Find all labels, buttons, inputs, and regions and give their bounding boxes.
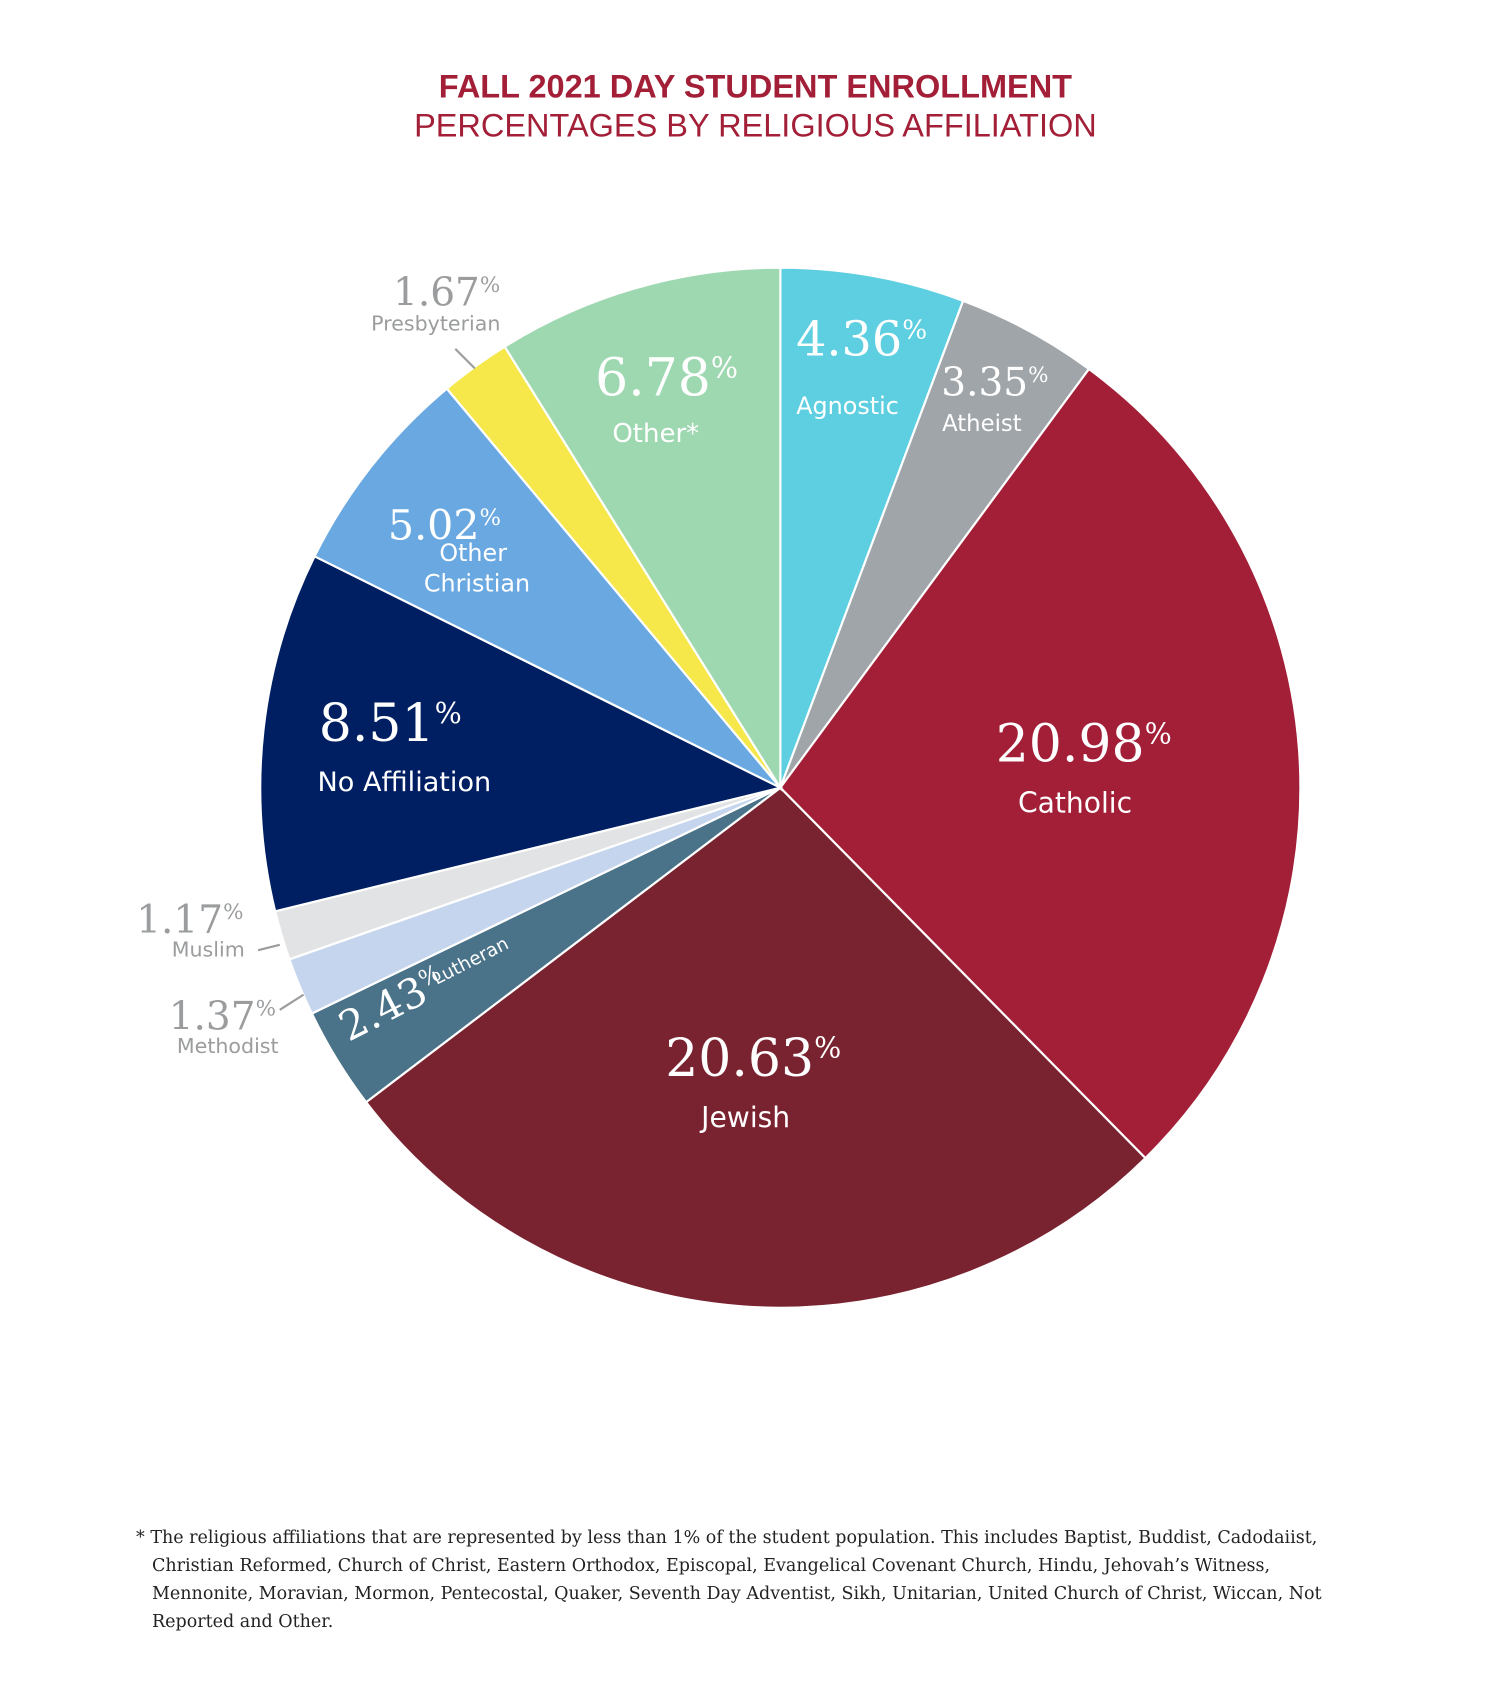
category-label: Other* — [612, 419, 699, 449]
value-label: 20.63% — [665, 1029, 841, 1089]
slice-label: 20.63% Jewish — [665, 1029, 841, 1134]
slice-label: 3.35% Atheist — [941, 360, 1048, 437]
category-label: Other Christian — [424, 539, 530, 597]
footnote: * The religious affiliations that are re… — [136, 1528, 1322, 1632]
value-label: 5.02% — [388, 502, 501, 550]
value-label: 4.36% — [796, 312, 927, 367]
leader-line — [454, 348, 476, 370]
slice-label: 6.78% Other* — [595, 348, 738, 449]
category-label: Methodist — [177, 1034, 279, 1058]
chart-title: FALL 2021 DAY STUDENT ENROLLMENT — [439, 69, 1072, 105]
value-label: 20.98% — [996, 715, 1172, 775]
category-label: Agnostic — [796, 392, 899, 420]
slice-label: 1.17%Muslim — [136, 898, 245, 962]
slice-label: 5.02%Other Christian — [388, 502, 530, 598]
value-label: 3.35% — [941, 360, 1048, 405]
slice-label: 8.51% No Affiliation — [318, 694, 492, 798]
value-label: 1.17% — [136, 898, 243, 943]
category-label: Muslim — [172, 938, 245, 962]
category-label: No Affiliation — [318, 767, 492, 798]
value-label: 8.51% — [319, 694, 462, 754]
leader-line — [279, 993, 305, 1011]
value-label: 1.37% — [169, 994, 276, 1039]
value-label: 6.78% — [595, 348, 738, 408]
chart-subtitle: PERCENTAGES BY RELIGIOUS AFFILIATION — [414, 108, 1097, 144]
category-label: Atheist — [942, 411, 1022, 437]
pie-slice — [503, 266, 782, 792]
pie-slice — [259, 554, 784, 913]
pie — [259, 266, 1302, 1309]
slice-label: 1.67%Presbyterian — [371, 271, 500, 336]
pie-slice — [364, 786, 1147, 1309]
category-label: Presbyterian — [371, 311, 500, 335]
slice-label: 4.36% Agnostic — [796, 312, 927, 420]
pie-slice — [313, 387, 782, 789]
pie-slice — [778, 367, 1302, 1160]
category-label: Jewish — [699, 1101, 790, 1134]
pie-slice — [779, 266, 965, 789]
leader-line — [257, 943, 281, 952]
value-label: 1.67% — [393, 271, 500, 316]
category-label: Catholic — [1018, 787, 1132, 820]
slice-label: 1.37%Methodist — [169, 994, 279, 1058]
slice-label: 20.98% Catholic — [996, 715, 1172, 820]
